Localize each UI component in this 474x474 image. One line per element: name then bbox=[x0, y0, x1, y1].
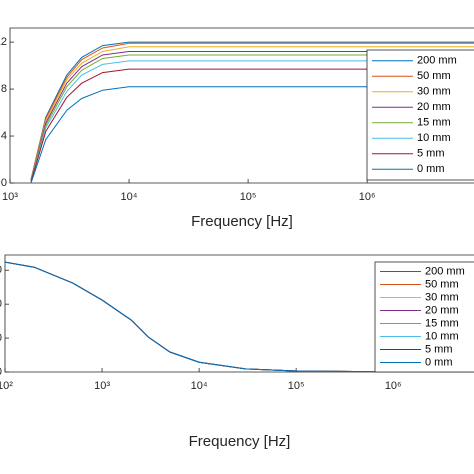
x-tick-label: 10⁵ bbox=[288, 380, 305, 392]
x-tick-label: 10⁴ bbox=[191, 380, 208, 392]
series-line bbox=[30, 46, 474, 181]
legend-label: 20 mm bbox=[425, 304, 459, 316]
y-tick-label: 8 bbox=[1, 83, 7, 95]
y-tick-label: 0 bbox=[1, 177, 7, 189]
axes-frame bbox=[9, 27, 474, 184]
series-line bbox=[30, 60, 474, 182]
legend-label: 200 mm bbox=[425, 265, 465, 277]
x-tick-label: 10³ bbox=[94, 380, 110, 392]
series-line bbox=[30, 42, 474, 180]
x-tick-label: 10⁶ bbox=[385, 380, 402, 392]
legend-label: 0 mm bbox=[417, 163, 445, 175]
x-tick-label: 10⁶ bbox=[359, 191, 376, 203]
x-axis-label: Frequency [Hz] bbox=[189, 433, 291, 450]
series-line bbox=[30, 54, 474, 181]
series-line bbox=[5, 261, 474, 372]
legend-label: 50 mm bbox=[417, 70, 451, 82]
x-tick-label: 10⁵ bbox=[240, 191, 257, 203]
legend-label: 5 mm bbox=[425, 343, 453, 355]
y-tick-label: 300 bbox=[0, 264, 2, 276]
plot-area bbox=[30, 41, 474, 183]
x-tick-label: 10⁴ bbox=[121, 191, 138, 203]
series-line bbox=[30, 41, 474, 180]
legend-label: 0 mm bbox=[425, 356, 453, 368]
y-tick-label: 0 bbox=[0, 366, 2, 378]
legend-box bbox=[366, 49, 474, 181]
x-tick-label: 10² bbox=[0, 380, 13, 392]
legend-label: 20 mm bbox=[417, 101, 451, 113]
axes-frame bbox=[4, 254, 474, 373]
legend-label: 10 mm bbox=[425, 330, 459, 342]
y-tick-label: 200 bbox=[0, 298, 2, 310]
legend-label: 15 mm bbox=[417, 117, 451, 129]
series-line bbox=[30, 51, 474, 181]
legend-label: 10 mm bbox=[417, 132, 451, 144]
series-line bbox=[30, 86, 474, 183]
legend-label: 5 mm bbox=[417, 148, 445, 160]
legend-label: 30 mm bbox=[417, 86, 451, 98]
legend-label: 30 mm bbox=[425, 291, 459, 303]
plot-area bbox=[5, 261, 474, 372]
legend-label: 50 mm bbox=[425, 278, 459, 290]
series-line bbox=[30, 68, 474, 182]
y-tick-label: 100 bbox=[0, 332, 2, 344]
legend-label: 15 mm bbox=[425, 317, 459, 329]
x-axis-label: Frequency [Hz] bbox=[191, 213, 293, 230]
x-tick-label: 10³ bbox=[2, 191, 18, 203]
y-tick-label: 12 bbox=[0, 36, 7, 48]
y-tick-label: 4 bbox=[1, 130, 7, 142]
legend-box bbox=[374, 261, 474, 373]
legend-label: 200 mm bbox=[417, 55, 457, 67]
